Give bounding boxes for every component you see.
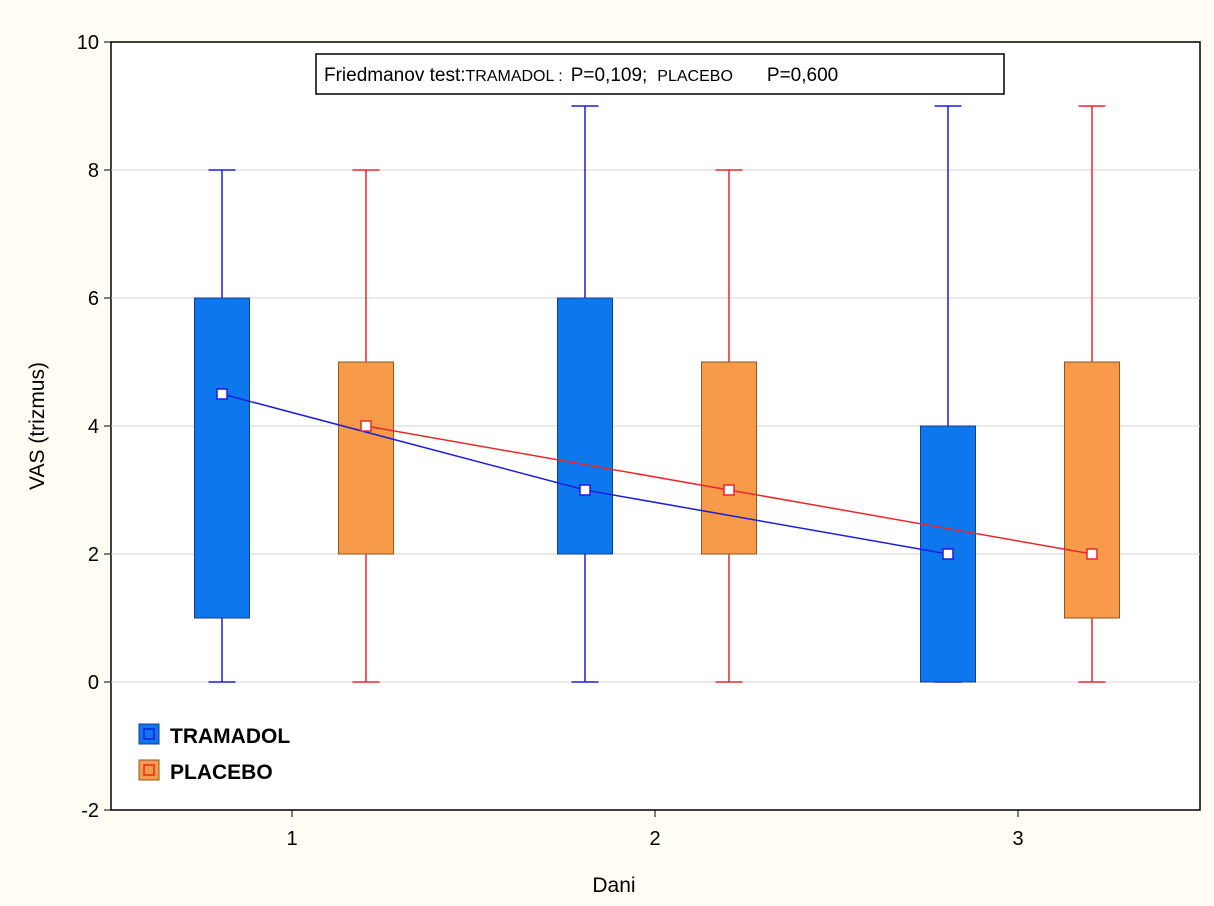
gridlines [111, 169, 1200, 683]
y-axis-label: VAS (trizmus) [26, 362, 49, 490]
legend-label-tramadol: TRAMADOL [170, 725, 290, 748]
y-tick-label: 10 [77, 32, 99, 54]
annotation-group1: TRAMADOL : [466, 68, 563, 85]
y-tick-label: 4 [88, 416, 99, 438]
y-tick-label: -2 [81, 800, 99, 822]
legend-label-placebo: PLACEBO [170, 761, 273, 784]
x-tick-label: 3 [1012, 828, 1023, 850]
annotation-prefix: Friedmanov test: [324, 65, 466, 86]
x-axis: 1 2 3 [286, 810, 1024, 850]
median-point-placebo [723, 484, 735, 496]
annotation-p2: P=0,600 [767, 65, 838, 86]
legend: TRAMADOL PLACEBO [138, 723, 290, 784]
annotation-p1: P=0,109; [571, 65, 648, 86]
box-tramadol-day-1 [194, 169, 250, 683]
legend-marker-tramadol [143, 728, 155, 740]
box-placebo-day-3 [1064, 105, 1120, 683]
box-placebo-day-1 [338, 169, 394, 683]
y-tick-label: 6 [88, 288, 99, 310]
svg-text:Friedmanov test:TRAMADOL :P=0,: Friedmanov test:TRAMADOL : P=0,109; PLACEB… [324, 65, 838, 86]
y-tick-label: 0 [88, 672, 99, 694]
iqr-box [557, 297, 613, 555]
x-tick-label: 2 [649, 828, 660, 850]
annotation-group2: PLACEBO [657, 68, 733, 85]
legend-swatch-tramadol [138, 723, 160, 745]
y-axis: -2 0 2 4 6 8 10 [77, 32, 111, 822]
legend-item-placebo: PLACEBO [138, 759, 273, 784]
median-point-tramadol [942, 548, 954, 560]
x-tick-label: 1 [286, 828, 297, 850]
legend-item-tramadol: TRAMADOL [138, 723, 290, 748]
iqr-box [194, 297, 250, 619]
median-lines [216, 388, 1098, 560]
iqr-box [338, 361, 394, 555]
iqr-box [1064, 361, 1120, 619]
median-point-placebo [360, 420, 372, 432]
y-tick-label: 2 [88, 544, 99, 566]
y-tick-label: 8 [88, 160, 99, 182]
iqr-box [701, 361, 757, 555]
median-point-placebo [1086, 548, 1098, 560]
box-placebo-day-2 [701, 169, 757, 683]
median-point-tramadol [216, 388, 228, 400]
box-tramadol-day-2 [557, 105, 613, 683]
x-axis-label: Dani [592, 874, 635, 897]
median-point-tramadol [579, 484, 591, 496]
stat-annotation-box: Friedmanov test:TRAMADOL : P=0,109; PLACEB… [315, 53, 1005, 95]
legend-swatch-placebo [138, 759, 160, 781]
legend-marker-placebo [143, 764, 155, 776]
